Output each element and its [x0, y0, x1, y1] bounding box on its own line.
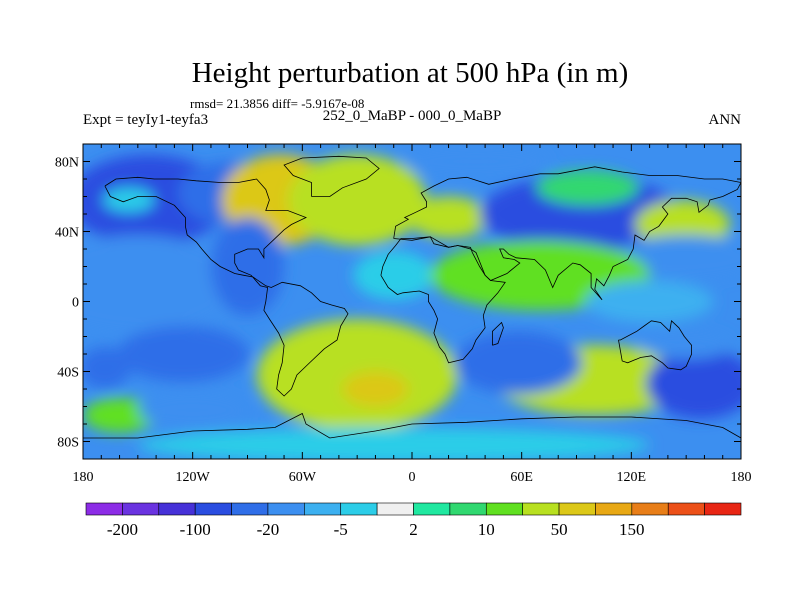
colorbar-label: -200 [107, 520, 138, 539]
field-anomaly-15 [585, 280, 714, 323]
colorbar-swatch [194, 502, 232, 516]
field-anomaly-22 [646, 348, 741, 419]
coastline-0 [104, 176, 349, 397]
field-anomaly-16 [117, 326, 250, 382]
colorbar-swatch [595, 502, 633, 516]
colorbar-label: -5 [334, 520, 348, 539]
colorbar-swatch [340, 502, 378, 516]
x-tick-label: 120E [617, 470, 647, 485]
field-anomaly-23 [640, 331, 732, 360]
map-area [83, 144, 741, 459]
perturbation-field [83, 147, 741, 459]
field-anomaly-4 [287, 154, 427, 246]
colorbar-swatch [304, 502, 342, 516]
x-tick-label: 60W [289, 470, 317, 485]
field-anomaly-13 [353, 250, 434, 300]
field-anomaly-19 [342, 371, 409, 407]
field-anomaly-6 [402, 147, 550, 176]
colorbar-swatch [231, 502, 269, 516]
colorbar-swatch [704, 502, 742, 516]
field-anomaly-11 [83, 235, 239, 333]
stats-line: rmsd= 21.3856 diff= -5.9167e-08 [190, 96, 364, 111]
coastline-6 [83, 412, 741, 439]
colorbar-swatch [667, 502, 705, 516]
colorbar-swatch [267, 502, 305, 516]
colorbar-swatch [485, 502, 523, 516]
field-anomaly-8 [536, 170, 639, 206]
coastlines [83, 155, 741, 439]
field-anomaly-12 [210, 217, 285, 316]
colorbar-label: 2 [409, 520, 418, 539]
coastline-1 [283, 155, 380, 197]
coastline-2 [393, 166, 741, 301]
colorbar-label: 150 [619, 520, 645, 539]
coastline-4 [618, 319, 692, 371]
colorbar-swatch [376, 502, 414, 516]
axis-ticks: 180 120W 60W 0 60E 120E 180 80N 40N 0 40S 80S [55, 143, 752, 485]
colorbar-label: 10 [478, 520, 495, 539]
x-tick-label: 180 [73, 470, 94, 485]
colorbar-swatch [631, 502, 669, 516]
colorbar-swatch [158, 502, 196, 516]
colorbar-swatch [413, 502, 451, 516]
colorbar-label: -100 [180, 520, 211, 539]
x-tick-label: 120W [176, 470, 211, 485]
field-anomaly-17 [83, 347, 131, 389]
experiment-label: Expt = teyIy1-teyfa3 [83, 112, 208, 128]
field-anomaly-21 [454, 331, 582, 395]
y-tick-label: 40N [55, 226, 79, 241]
colorbar-swatch [85, 502, 123, 516]
colorbar: -200 -100 -20 -5 2 10 50 150 [85, 502, 742, 539]
coastline-5 [492, 321, 504, 346]
y-tick-label: 0 [72, 296, 79, 311]
x-tick-label: 180 [731, 470, 752, 485]
case-label: 252_0_MaBP - 000_0_MaBP [323, 108, 502, 124]
x-tick-label: 0 [409, 470, 416, 485]
field-anomaly-5 [408, 196, 489, 239]
field-anomaly-24 [83, 397, 157, 433]
period-label: ANN [709, 112, 742, 128]
y-tick-label: 40S [57, 366, 79, 381]
colorbar-label: 50 [551, 520, 568, 539]
colorbar-swatch [122, 502, 160, 516]
field-anomaly-25 [137, 392, 248, 428]
x-tick-label: 60E [510, 470, 533, 485]
chart-title: Height perturbation at 500 hPa (in m) [192, 57, 629, 89]
y-tick-label: 80N [55, 156, 79, 171]
colorbar-label: -20 [257, 520, 280, 539]
colorbar-swatch [522, 502, 560, 516]
colorbar-swatch [449, 502, 487, 516]
coastline-3 [380, 236, 506, 364]
colorbar-swatch [558, 502, 596, 516]
field-anomaly-26 [137, 427, 650, 459]
y-tick-label: 80S [57, 436, 79, 451]
